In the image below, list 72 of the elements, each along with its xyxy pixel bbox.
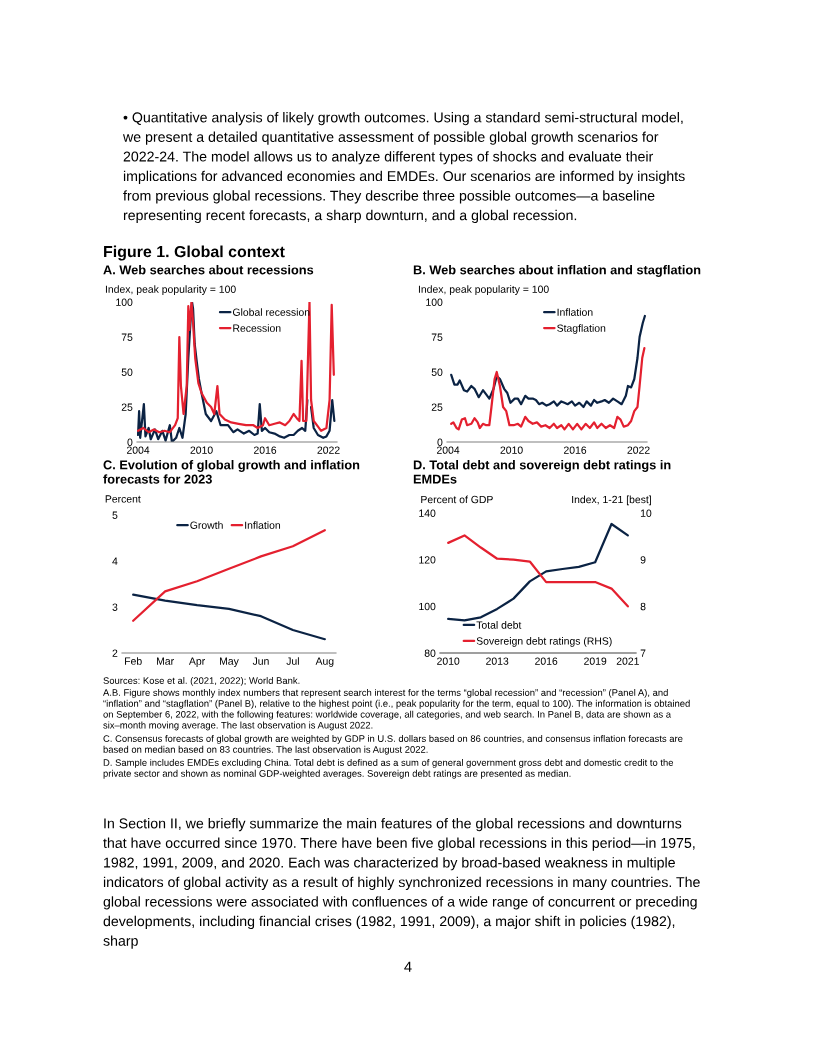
y2-tick-label: 8 [640, 602, 646, 611]
x-tick-label: 2022 [627, 446, 650, 454]
y-tick-label: 120 [419, 556, 436, 564]
legend-label: Recession [233, 324, 281, 332]
line-series [447, 534, 629, 608]
x-tick-label: Apr [188, 657, 205, 667]
text: • Quantitative analysis of likely growth outcomes. Using a standard semi-structural model, we present a detailed quantitative assessment of possible global growth scenarios for 2022-24. The model allows us to analyze different types of shocks and evaluate their implications for advanced economies and EMDEs. Our scenarios are informed by insights from previous global recessions. They describe three possible outcomes—a baseline representing recent forecasts, a sharp downturn, and a global recession. [122, 112, 685, 224]
x-tick-label: 2016 [563, 446, 587, 454]
line-series [132, 593, 326, 641]
x-tick-label: May [220, 657, 239, 667]
legend-label: Sovereign debt ratings (RHS) [476, 637, 612, 647]
x-tick-label: Jul [286, 657, 299, 665]
y-tick-label: 140 [419, 509, 436, 517]
x-tick-label: Mar [157, 657, 174, 665]
x-tick-label: Aug [315, 657, 334, 667]
y-tick-label: 50 [121, 368, 133, 376]
y2-tick-label: 7 [640, 649, 646, 657]
text: 4 [404, 961, 412, 972]
chart-title: A. Web searches about recessions [103, 265, 314, 275]
y2-axis-title: Index, 1-21 [best] [572, 495, 651, 506]
x-tick-label: 2021 [616, 657, 639, 665]
y-tick-label: 0 [437, 438, 443, 446]
x-tick-label: 2016 [535, 657, 558, 665]
y-tick-label: 3 [112, 603, 118, 611]
x-tick-label: 2013 [486, 657, 509, 665]
y2-tick-label: 10 [640, 509, 652, 517]
y-axis-title: Percent [105, 495, 141, 503]
source-note: Sources: Kose et al. (2021, 2022); World Bank. [103, 677, 300, 686]
caption: Figure 1. Global context [104, 245, 285, 261]
y-tick-label: 50 [431, 368, 443, 376]
y-tick-label: 25 [431, 403, 443, 411]
y-tick-label: 0 [127, 438, 133, 446]
x-tick-label: 2010 [500, 446, 523, 454]
chart-title: B. Web searches about inflation and stagflation [413, 265, 701, 277]
y-tick-label: 100 [426, 298, 443, 306]
y-tick-label: 25 [121, 403, 133, 411]
y-tick-label: 4 [112, 557, 118, 565]
text: D. Sample includes EMDEs excluding China. Total debt is defined as a sum of general government gross debt and domestic credit to the private sector and shown as nominal GDP-weighted averages. Sovereign debt ratings are presented as median. [103, 759, 674, 779]
line-series [450, 347, 646, 431]
x-tick-label: 2022 [317, 446, 340, 454]
chart-title: D. Total debt and sovereign debt ratings in EMDEs [413, 460, 671, 484]
y-axis-title: Percent of GDP [421, 495, 493, 504]
x-tick-label: Feb [125, 657, 142, 665]
text: C. Consensus forecasts of global growth are weighted by GDP in U.S. dollars based on 86 countries, and consensus inflation forecasts are based on median based on 83 countries. The last observation is August 2022. [103, 735, 683, 755]
text: A.B. Figure shows monthly index numbers that represent search interest for the terms “global recession” and “recession” (Panel A), and “inflation” and “stagflation” (Panel B), relative to the highest point (i.e., peak popularity for the term, equal to 100). The information is obtained on September 6, 2022, with the following features: worldwide coverage, all categories, and web search. In Panel B, data are shown as a six–month moving average. The last observation is August 2022. [103, 689, 690, 731]
y-tick-label: 5 [112, 511, 118, 519]
y-tick-label: 80 [424, 649, 436, 657]
x-tick-label: 2010 [190, 446, 213, 454]
y-tick-label: 2 [112, 649, 118, 657]
line-series [447, 522, 629, 622]
legend-label: Growth [190, 521, 223, 529]
y2-tick-label: 9 [640, 556, 646, 564]
text: In Section II, we briefly summarize the main features of the global recessions and downturns that have occurred since 1970. There have been five global recessions in this period—in 1975, 1982, 1991, 2009, and 2020. Each was characterized by broad-based weakness in multiple indicators of global activity as a result of highly synchronized recessions in many countries. The global recessions were associated with confluences of a wide range of concurrent or preceding developments, including financial crises (1982, 1991, 2009), a major shift in policies (1982), sharp [103, 818, 700, 949]
y-tick-label: 75 [121, 333, 133, 341]
line-series [132, 529, 326, 622]
legend-label: Total debt [476, 621, 522, 629]
x-tick-label: Jun [252, 657, 269, 665]
legend-label: Stagflation [557, 324, 606, 334]
y-tick-label: 75 [431, 333, 443, 341]
y-tick-label: 100 [116, 298, 133, 306]
y-axis-title: Index, peak popularity = 100 [418, 285, 549, 295]
chart-title: C. Evolution of global growth and inflation forecasts for 2023 [103, 460, 360, 484]
line-series [450, 314, 646, 409]
legend-label: Inflation [557, 308, 593, 316]
x-tick-label: 2016 [253, 446, 277, 454]
x-tick-label: 2004 [127, 446, 150, 454]
x-tick-label: 2004 [437, 446, 460, 454]
y-tick-label: 100 [419, 602, 436, 611]
legend-label: Inflation [245, 521, 281, 529]
y-axis-title: Index, peak popularity = 100 [105, 285, 236, 295]
x-tick-label: 2010 [437, 657, 460, 665]
x-tick-label: 2019 [584, 657, 607, 665]
